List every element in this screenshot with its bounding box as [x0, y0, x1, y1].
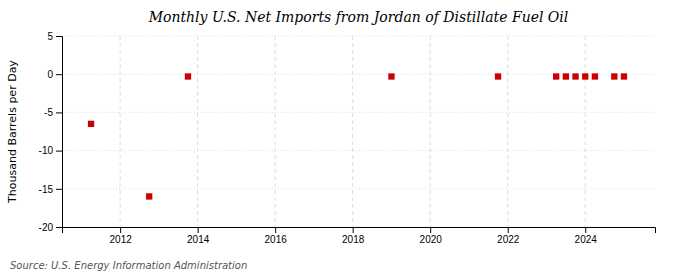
y-axis-line	[56, 37, 63, 228]
point	[563, 73, 569, 79]
x-axis-tick-mark	[120, 227, 121, 233]
x-axis-tick-label: 2016	[265, 234, 288, 245]
x-axis-tick: 2024	[575, 227, 598, 245]
x-axis-tick-label: 2014	[187, 234, 210, 245]
x-axis-tick-mark	[585, 227, 586, 233]
point	[611, 73, 617, 79]
x-axis-tick-mark	[353, 227, 354, 233]
point	[553, 73, 559, 79]
points	[88, 73, 627, 199]
x-axis-tick: 2016	[265, 227, 288, 245]
grid-line-x	[275, 36, 276, 227]
y-axis-tick: -5	[44, 107, 62, 118]
point	[495, 73, 501, 79]
grid	[62, 36, 655, 227]
y-axis-tick: -10	[39, 145, 62, 156]
grid-line-x	[352, 36, 353, 227]
y-axis-tick: -20	[39, 222, 62, 233]
x-axis-tick-mark	[198, 227, 199, 233]
x-axis-tick-label: 2024	[575, 234, 598, 245]
point	[146, 193, 152, 199]
grid-line-x	[120, 36, 121, 227]
y-axis-tick-mark	[56, 189, 62, 190]
x-axis-tick-label: 2018	[342, 234, 365, 245]
x-axis-tick-mark	[275, 227, 276, 233]
x-axis-tick-label: 2012	[110, 234, 133, 245]
x-axis-tick: 2022	[497, 227, 520, 245]
x-axis-line	[63, 228, 656, 234]
y-axis-tick-label: -20	[39, 222, 54, 233]
grid-line-x	[507, 36, 508, 227]
point	[592, 73, 598, 79]
y-axis-tick-label: -15	[39, 184, 54, 195]
x-axis-tick-mark	[430, 227, 431, 233]
x-axis-tick-label: 2022	[497, 234, 520, 245]
y-axis-tick: -15	[39, 184, 62, 195]
point	[621, 73, 627, 79]
point	[185, 73, 191, 79]
y-axis-tick-label: -10	[39, 145, 54, 156]
point	[572, 73, 578, 79]
point	[388, 73, 394, 79]
x-axis: 2012 2014 2016 2018 2020 2022 2024	[63, 227, 656, 245]
x-axis-tick: 2020	[420, 227, 443, 245]
y-axis-tick: 5	[47, 31, 62, 42]
x-axis-tick-mark	[508, 227, 509, 233]
x-axis-tick: 2014	[187, 227, 210, 245]
x-axis-tick: 2018	[342, 227, 365, 245]
point	[582, 73, 588, 79]
y-axis-tick-mark	[56, 151, 62, 152]
y-axis-tick: 0	[47, 69, 62, 80]
annotation: Source: U.S. Energy Information Administ…	[10, 260, 247, 271]
y-axis-tick-mark	[56, 227, 62, 228]
title: Monthly U.S. Net Imports from Jordan of …	[148, 9, 569, 25]
y-axis-tick-mark	[56, 74, 62, 75]
x-axis-tick-label: 2020	[420, 234, 443, 245]
plot-area: 2012 2014 2016 2018 2020 2022 2024 5 0 -5 -10 -15 -2…	[39, 31, 656, 245]
y-axis-tick-label: 5	[47, 31, 53, 42]
y-axis-title: Thousand Barrels per Day	[6, 60, 19, 204]
y-axis-tick-mark	[56, 36, 62, 37]
grid-line-x	[430, 36, 431, 227]
grid-line-y	[62, 188, 655, 189]
grid-line-y	[62, 112, 655, 113]
y-axis-tick-label: -5	[44, 107, 53, 118]
chart: 2012 2014 2016 2018 2020 2022 2024 5 0 -5 -10 -15 -2…	[0, 0, 675, 275]
grid-line-y	[62, 36, 655, 37]
y-axis-tick-label: 0	[47, 69, 53, 80]
point	[88, 121, 94, 127]
y-axis-tick-mark	[56, 112, 62, 113]
x-axis-tick: 2012	[110, 227, 133, 245]
y-axis: 5 0 -5 -10 -15 -20	[39, 31, 63, 233]
grid-line-x	[585, 36, 586, 227]
grid-line-x	[197, 36, 198, 227]
grid-line-y	[62, 150, 655, 151]
